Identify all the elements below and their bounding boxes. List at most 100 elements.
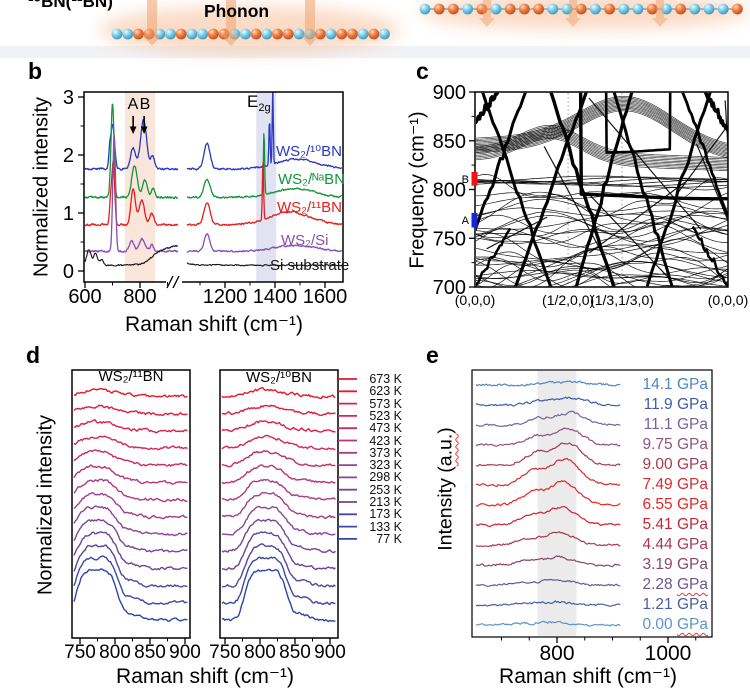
temp-spectrum-323 K — [73, 492, 188, 520]
phonon-thick-branch — [612, 92, 674, 287]
panel-b-letter: b — [28, 58, 43, 84]
phonon-arrow-icon — [221, 0, 241, 46]
mode-marker-a — [471, 212, 478, 228]
series-label: WS₂/¹⁰BN — [276, 143, 342, 160]
panel-d-title-10bn: WS₂/¹⁰BN — [246, 369, 312, 386]
pressure-spectrum-2.28 GPa — [475, 578, 621, 587]
pressure-spectrum-4.44 GPa — [475, 531, 621, 547]
x-tick-label: 750 — [64, 642, 96, 663]
phonon-thick-branch — [514, 92, 588, 287]
temp-spectrum-673 K — [73, 387, 188, 398]
panel-b-frame — [83, 91, 344, 283]
isotope-label: ¹⁰BN(¹¹BN) — [28, 0, 113, 11]
pressure-unit-spellcheck-underline: GPa — [676, 576, 708, 593]
panel-e-frame — [471, 369, 713, 638]
phonon-arrow-icon — [142, 0, 162, 46]
spellcheck-underline-au: a.u. — [434, 433, 457, 467]
phonon-branch — [476, 227, 728, 248]
pressure-value: 0.00 — [642, 616, 677, 633]
phonon-thick-branch — [645, 92, 712, 287]
temp-spectrum-298 K — [221, 505, 336, 536]
y-tick-label: 850 — [433, 131, 466, 153]
temp-spectrum-323 K — [221, 491, 336, 520]
temp-spectrum-213 K — [73, 531, 188, 571]
pressure-value: 7.49 — [642, 476, 677, 493]
pressure-label: 11.9 GPa — [636, 396, 708, 414]
phonon-branch — [486, 216, 548, 250]
temp-spectrum-213 K — [221, 531, 336, 571]
pressure-label: 4.44 GPa — [636, 536, 709, 554]
phonon-bundle — [476, 133, 728, 167]
phonon-branch — [696, 143, 728, 221]
phonon-bundle — [476, 132, 728, 166]
phonon-thick-branch — [691, 225, 728, 287]
phonon-flat-band — [476, 180, 728, 187]
nitrogen-atom — [462, 3, 473, 15]
axis-break-mark — [166, 275, 174, 289]
phonon-branch — [476, 215, 728, 244]
panel-b-xlabel: Raman shift (cm⁻¹) — [125, 313, 303, 336]
x-tick-label: 800 — [99, 642, 131, 663]
legend-item-temperature: 173 K — [369, 507, 402, 522]
pressure-spectrum-7.49 GPa — [476, 457, 621, 488]
boron-atom — [347, 28, 358, 40]
phonon-branch — [476, 261, 728, 287]
pressure-unit-spellcheck-underline: GPa — [676, 616, 708, 633]
x-tick-label: 1400 — [253, 286, 298, 308]
x-tick-label: 850 — [134, 642, 166, 663]
pressure-spectrum-9.00 GPa — [475, 442, 621, 467]
series-label: WS₂/ᴺᵃBN — [278, 171, 346, 188]
legend-item-temperature: 573 K — [369, 396, 402, 411]
x-tick-label: 600 — [68, 286, 101, 308]
boron-atom — [646, 3, 658, 15]
path-label: (1/3,1/3,0) — [590, 292, 654, 308]
temp-spectrum-298 K — [73, 505, 188, 537]
phonon-branch — [476, 267, 728, 287]
boron-atom — [272, 28, 283, 40]
pressure-unit: GPa — [676, 436, 708, 453]
pressure-unit: GPa — [676, 556, 708, 573]
y-tick-label: 750 — [433, 228, 466, 250]
x-tick-label: 800 — [539, 642, 574, 665]
temp-spectrum-173 K — [221, 543, 336, 588]
temp-spectrum-523 K — [221, 434, 336, 451]
boron-atom — [282, 28, 294, 40]
spectrum-4 — [84, 244, 179, 267]
legend-item-temperature: 523 K — [369, 408, 402, 423]
x-tick-label: 850 — [279, 642, 311, 663]
temp-spectrum-77 K — [221, 568, 336, 623]
phonon-branch — [476, 214, 728, 235]
pressure-label: 6.55 GPa — [636, 496, 709, 514]
phonon-branch — [492, 261, 728, 287]
phonon-thick-branch — [481, 92, 553, 287]
temp-spectrum-253 K — [221, 518, 336, 554]
temp-spectrum-423 K — [73, 464, 188, 485]
temp-spectrum-623 K — [221, 404, 336, 417]
y-tick-label: 1 — [63, 203, 74, 225]
pressure-value: 9.75 — [642, 436, 677, 453]
nitrogen-atom — [547, 3, 559, 15]
x-tick-label: 1000 — [645, 642, 692, 665]
phonon-arrow-icon — [652, 0, 668, 27]
phonon-branch — [476, 251, 728, 287]
panel-d-letter: d — [26, 342, 41, 368]
boron-atom — [732, 3, 743, 15]
boron-atom — [175, 28, 187, 40]
boron-atom — [368, 28, 380, 40]
pressure-spectrum-3.19 GPa — [475, 555, 621, 568]
nitrogen-atom — [419, 3, 431, 15]
nitrogen-atom — [186, 28, 198, 40]
phonon-branch — [476, 263, 728, 287]
phonon-branch — [476, 238, 728, 269]
nitrogen-atom — [325, 28, 337, 40]
peak-arrowhead-b — [140, 126, 148, 134]
legend-item-temperature: 373 K — [369, 445, 402, 460]
phonon-label: Phonon — [204, 1, 270, 21]
pressure-value: 2.28 — [642, 576, 677, 593]
phonon-glow-left — [100, 6, 400, 54]
mode-marker-label: B — [462, 174, 469, 186]
pressure-mode-band — [537, 371, 577, 636]
spectrum-3 — [84, 135, 179, 253]
series-label: WS₂/Si — [281, 232, 329, 249]
